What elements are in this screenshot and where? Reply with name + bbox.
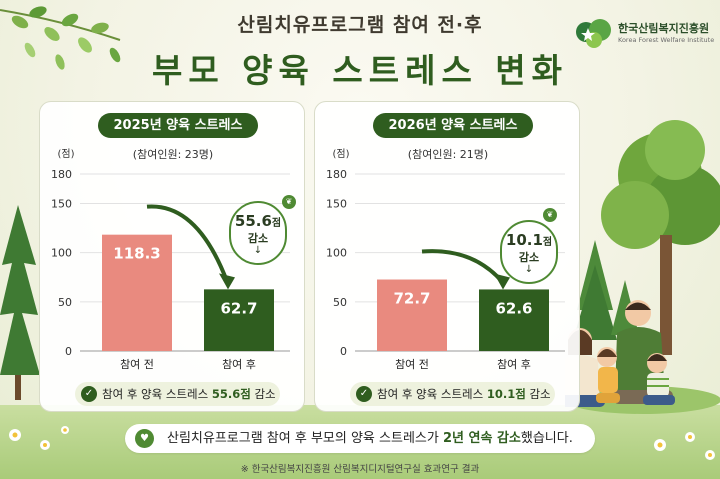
participant-count: (참여인원: 21명) bbox=[407, 148, 489, 161]
y-tick-label: 50 bbox=[333, 296, 347, 309]
chart-panel-2025: 2025년 양육 스트레스 (참여인원: 23명) (점) 0 50 100 150 18… bbox=[39, 101, 305, 412]
logo-icon bbox=[576, 19, 611, 48]
callout-unit: 점 bbox=[542, 237, 553, 248]
page-title: 부모 양육 스트레스 변화 bbox=[151, 51, 569, 90]
y-axis-unit: (점) bbox=[332, 148, 349, 160]
y-tick-label: 150 bbox=[51, 198, 72, 211]
summary-badge: ✓ 참여 후 양육 스트레스 55.6점 감소 bbox=[75, 382, 280, 406]
x-tick-label: 참여 전 bbox=[120, 358, 154, 371]
header-subtitle: 산림치유프로그램 참여 전·후 bbox=[237, 14, 483, 36]
bar bbox=[377, 279, 447, 351]
down-arrow-icon: ↓ bbox=[253, 245, 263, 256]
callout-label: 감소 bbox=[247, 232, 269, 245]
bar bbox=[479, 289, 549, 351]
y-tick-label: 180 bbox=[51, 168, 72, 181]
data-label: 72.7 bbox=[393, 290, 430, 308]
decrease-arrow bbox=[421, 249, 504, 283]
summary-text: 참여 후 양육 스트레스 bbox=[102, 387, 212, 401]
decrease-callout: 10.1점 감소 ↓ bbox=[500, 220, 558, 284]
panel-title: 2025년 양육 스트레스 bbox=[98, 113, 258, 138]
y-tick-label: 180 bbox=[326, 168, 347, 181]
conclusion-highlight: 2년 연속 감소 bbox=[442, 431, 521, 446]
decrease-arrowhead bbox=[494, 273, 510, 290]
decrease-arrow bbox=[146, 204, 229, 283]
decrease-callout: 55.6점 감소 ↓ bbox=[229, 201, 287, 265]
callout-unit: 점 bbox=[271, 218, 282, 229]
participant-count: (참여인원: 23명) bbox=[132, 148, 214, 161]
flowers-illustration-right bbox=[654, 432, 715, 460]
conclusion-banner: ♥ 산림치유프로그램 참여 후 부모의 양육 스트레스가 2년 연속 감소했습니… bbox=[125, 424, 595, 453]
callout-value: 55.6 bbox=[234, 212, 272, 230]
check-icon: ✓ bbox=[81, 386, 97, 402]
leaf-branch-illustration bbox=[0, 6, 121, 70]
bar-chart-2026: (점) 0 50 100 150 180 72.7 참여 전 62.6 참여 후 bbox=[326, 148, 565, 371]
data-label: 62.7 bbox=[220, 299, 257, 317]
logo-name: 한국산림복지진흥원 bbox=[618, 22, 710, 35]
y-tick-label: 0 bbox=[340, 345, 347, 358]
summary-badge: ✓ 참여 후 양육 스트레스 10.1점 감소 bbox=[350, 382, 555, 406]
y-tick-label: 100 bbox=[326, 247, 347, 260]
heart-leaf-icon: ♥ bbox=[135, 429, 154, 448]
chart-panel-2026: 2026년 양육 스트레스 (참여인원: 21명) (점) 0 50 100 150 18… bbox=[314, 101, 580, 412]
summary-value: 55.6점 bbox=[211, 387, 251, 401]
y-tick-label: 50 bbox=[58, 296, 72, 309]
callout-label: 감소 bbox=[518, 251, 540, 264]
y-tick-label: 0 bbox=[65, 345, 72, 358]
x-tick-label: 참여 전 bbox=[395, 358, 429, 371]
bar bbox=[204, 289, 274, 351]
summary-value: 10.1점 bbox=[486, 387, 526, 401]
decrease-arrowhead bbox=[219, 273, 235, 290]
institute-logo: 한국산림복지진흥원 Korea Forest Welfare Institute bbox=[574, 16, 714, 50]
panel-title: 2026년 양육 스트레스 bbox=[373, 113, 533, 138]
x-tick-label: 참여 후 bbox=[222, 358, 256, 371]
y-tick-label: 150 bbox=[326, 198, 347, 211]
data-label: 62.6 bbox=[495, 299, 532, 317]
flowers-illustration bbox=[9, 426, 69, 450]
down-arrow-icon: ↓ bbox=[524, 264, 534, 275]
summary-suffix: 감소 bbox=[250, 387, 276, 401]
check-icon: ✓ bbox=[356, 386, 372, 402]
conclusion-suffix: 했습니다. bbox=[520, 431, 573, 446]
callout-value: 10.1 bbox=[505, 231, 543, 249]
leaf-icon: ❦ bbox=[282, 195, 296, 209]
y-axis-unit: (점) bbox=[57, 148, 74, 160]
logo-subtitle: Korea Forest Welfare Institute bbox=[618, 36, 715, 44]
summary-suffix: 감소 bbox=[525, 387, 551, 401]
x-tick-label: 참여 후 bbox=[497, 358, 531, 371]
pine-trees-illustration bbox=[0, 205, 40, 400]
leaf-icon: ❦ bbox=[543, 208, 557, 222]
bar bbox=[102, 234, 172, 351]
summary-text: 참여 후 양육 스트레스 bbox=[377, 387, 487, 401]
forest-family-illustration bbox=[565, 120, 720, 414]
data-label: 118.3 bbox=[113, 245, 160, 263]
source-footnote: ※ 한국산림복지진흥원 산림복지디지털연구실 효과연구 결과 bbox=[240, 464, 480, 475]
conclusion-text: 산림치유프로그램 참여 후 부모의 양육 스트레스가 bbox=[167, 431, 443, 446]
y-tick-label: 100 bbox=[51, 247, 72, 260]
